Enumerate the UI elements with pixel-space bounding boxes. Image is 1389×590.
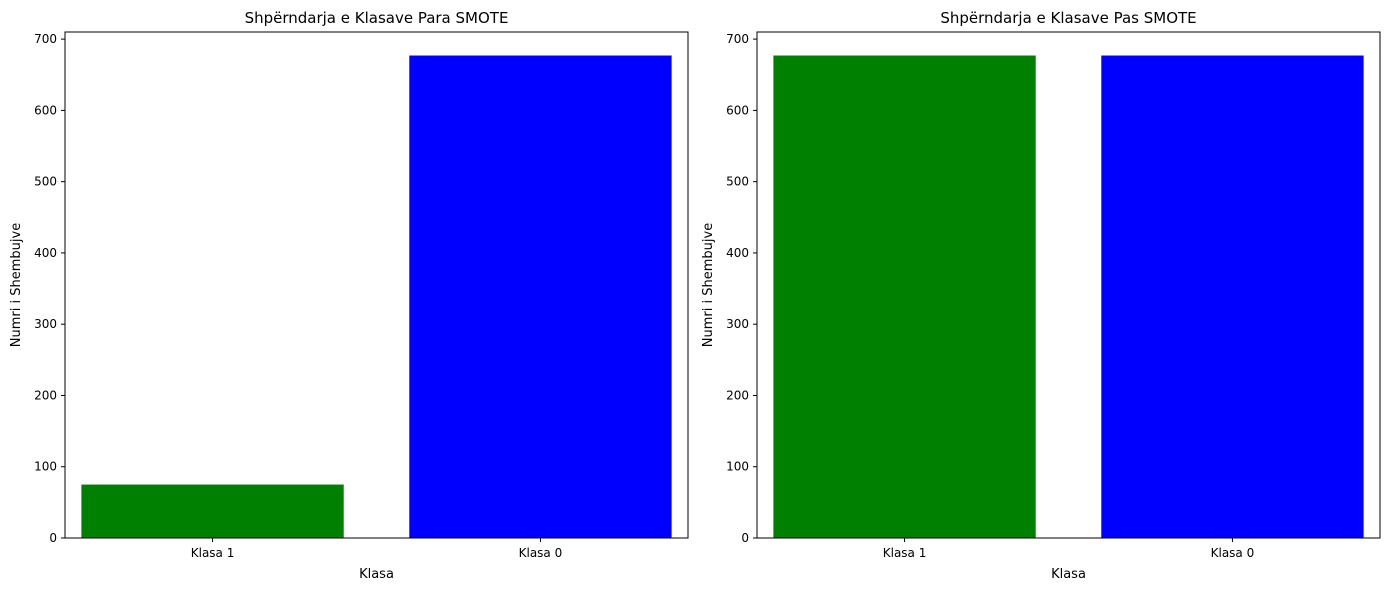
bar-klasa-0 bbox=[409, 55, 672, 538]
y-tick-label: 500 bbox=[726, 175, 749, 189]
y-tick-label: 600 bbox=[726, 103, 749, 117]
chart-title: Shpërndarja e Klasave Pas SMOTE bbox=[940, 9, 1196, 27]
x-tick-label: Klasa 1 bbox=[191, 546, 235, 560]
y-tick-label: 400 bbox=[34, 246, 57, 260]
x-tick-label: Klasa 0 bbox=[1211, 546, 1255, 560]
y-tick-label: 600 bbox=[34, 103, 57, 117]
chart-panel: 0 100 200 300 400 500 600 700 Klasa 1 Klasa 0 Shpë… bbox=[9, 9, 689, 582]
chart-panel: 0 100 200 300 400 500 600 700 Klasa 1 Klasa 0 Shpë… bbox=[701, 9, 1381, 582]
bar-klasa-1 bbox=[81, 484, 344, 538]
y-tick-label: 300 bbox=[34, 317, 57, 331]
x-tick-label: Klasa 0 bbox=[519, 546, 563, 560]
y-tick-label: 0 bbox=[741, 531, 749, 545]
y-tick-label: 100 bbox=[34, 460, 57, 474]
y-tick-label: 400 bbox=[726, 246, 749, 260]
y-tick-label: 0 bbox=[49, 531, 57, 545]
bar-klasa-0 bbox=[1101, 55, 1364, 538]
y-tick-label: 200 bbox=[34, 388, 57, 402]
x-axis-label: Klasa bbox=[359, 567, 394, 582]
y-tick-label: 100 bbox=[726, 460, 749, 474]
y-tick-label: 200 bbox=[726, 388, 749, 402]
y-tick-label: 300 bbox=[726, 317, 749, 331]
axes-frame bbox=[756, 31, 1381, 539]
y-tick-label: 700 bbox=[34, 32, 57, 46]
y-tick-label: 500 bbox=[34, 175, 57, 189]
x-tick-label: Klasa 1 bbox=[883, 546, 927, 560]
x-axis-label: Klasa bbox=[1051, 567, 1086, 582]
y-axis-label: Numri i Shembujve bbox=[9, 223, 24, 347]
chart-title: Shpërndarja e Klasave Para SMOTE bbox=[245, 9, 509, 27]
y-tick-label: 700 bbox=[726, 32, 749, 46]
axes-frame bbox=[64, 31, 689, 539]
bar-klasa-1 bbox=[773, 55, 1036, 538]
y-axis-label: Numri i Shembujve bbox=[701, 223, 716, 347]
